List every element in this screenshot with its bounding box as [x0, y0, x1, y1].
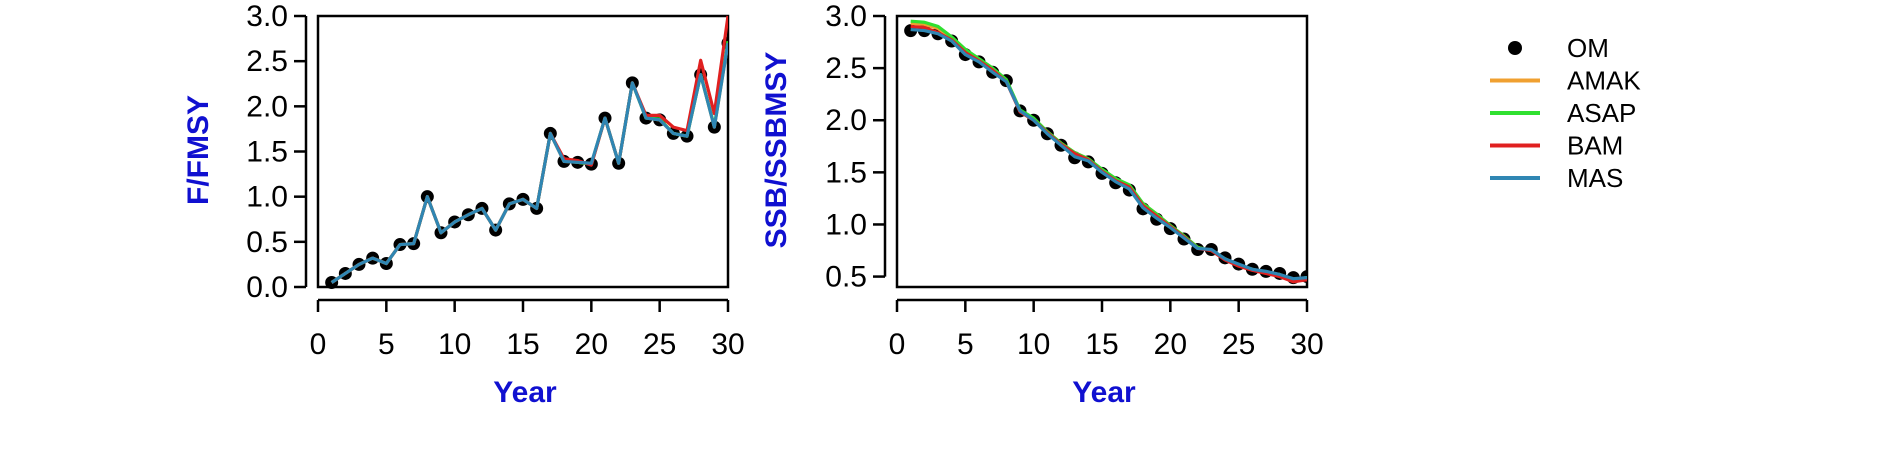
y-tick-label: 1.5 — [246, 136, 288, 169]
legend-item-asap: ASAP — [1490, 98, 1636, 128]
x-tick-label: 25 — [1222, 328, 1255, 361]
legend-item-om: OM — [1508, 33, 1609, 63]
series-line-mas — [910, 27, 1307, 281]
x-tick-label: 10 — [438, 328, 471, 361]
series-line-bam — [910, 24, 1307, 284]
y-tick-label: 2.0 — [246, 90, 288, 123]
x-tick-label: 0 — [310, 328, 327, 361]
y-tick-label: 3.0 — [825, 0, 867, 33]
x-tick-label: 5 — [378, 328, 395, 361]
legend-label: BAM — [1567, 131, 1623, 161]
plot-frame — [895, 14, 1309, 289]
legend-marker-point — [1508, 41, 1522, 55]
legend-label: MAS — [1567, 163, 1623, 193]
x-tick-label: 20 — [575, 328, 608, 361]
series-line-amak — [330, 42, 728, 284]
y-tick-label: 2.5 — [825, 52, 867, 85]
y-axis-title: SSB/SSBMSY — [760, 52, 793, 249]
plot-frame — [316, 14, 730, 289]
legend-item-amak: AMAK — [1490, 66, 1641, 96]
series-line-bam — [330, 15, 728, 284]
x-tick-label: 25 — [643, 328, 676, 361]
legend-label: ASAP — [1567, 98, 1636, 128]
chart-panel-2: 0 5 10 15 20 25 30 0.5 1.0 1.5 2.0 2.5 3.0 Year SSB/SS… — [760, 0, 1324, 409]
legend-item-mas: MAS — [1490, 163, 1623, 193]
x-tick-label: 20 — [1154, 328, 1187, 361]
y-tick-label: 0.5 — [825, 261, 867, 294]
x-tick-label: 10 — [1017, 328, 1050, 361]
x-tick-label: 5 — [957, 328, 974, 361]
y-tick-label: 2.0 — [825, 104, 867, 137]
series-om-points — [904, 24, 1307, 285]
y-tick-label: 1.0 — [825, 208, 867, 241]
x-tick-label: 30 — [711, 328, 744, 361]
x-axis-title: Year — [493, 376, 557, 409]
y-tick-label: 0.5 — [246, 226, 288, 259]
legend-item-bam: BAM — [1490, 131, 1623, 161]
y-tick-label: 2.5 — [246, 45, 288, 78]
x-tick-label: 30 — [1290, 328, 1323, 361]
y-tick-label: 1.5 — [825, 156, 867, 189]
y-tick-label: 3.0 — [246, 0, 288, 33]
chart-panel-1: 0 5 10 15 20 25 30 0.0 0.5 1.0 1.5 2.0 2.5 3.0 Year F/F… — [182, 0, 745, 409]
series-line-asap — [330, 41, 728, 284]
x-tick-label: 0 — [889, 328, 906, 361]
x-tick-label: 15 — [1085, 328, 1118, 361]
legend-label: OM — [1567, 33, 1609, 63]
y-axis-title: F/FMSY — [182, 95, 215, 205]
legend-label: AMAK — [1567, 66, 1641, 96]
y-tick-label: 0.0 — [246, 271, 288, 304]
x-tick-label: 15 — [506, 328, 539, 361]
series-line-mas — [330, 42, 728, 284]
series-line-amak — [910, 21, 1307, 282]
x-axis-title: Year — [1072, 376, 1136, 409]
series-om-points — [325, 36, 728, 289]
series-line-asap — [910, 19, 1307, 282]
y-tick-label: 1.0 — [246, 181, 288, 214]
